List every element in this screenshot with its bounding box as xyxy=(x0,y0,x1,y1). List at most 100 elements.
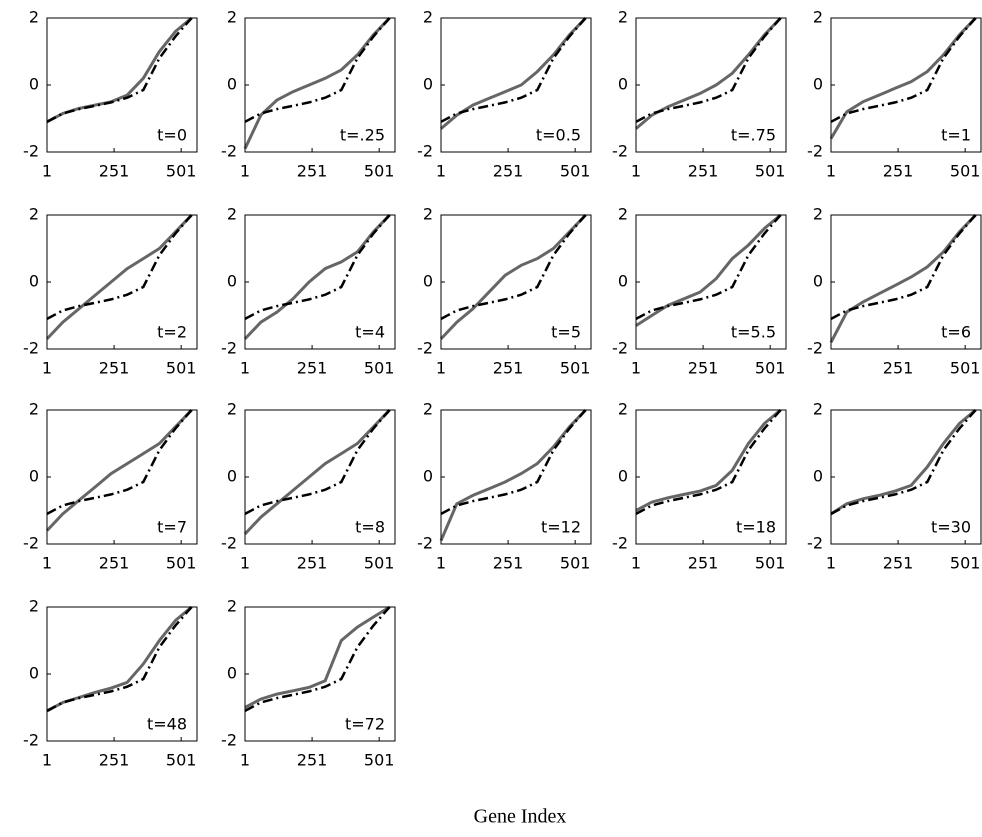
y-tick-label: -2 xyxy=(23,339,39,358)
y-tick-label: 2 xyxy=(29,597,39,616)
plot-frame xyxy=(830,17,982,153)
x-tick-label: 1 xyxy=(436,162,446,181)
y-tick-label: 0 xyxy=(423,75,433,94)
y-tick-label: 2 xyxy=(813,8,823,27)
plot-frame xyxy=(830,214,982,350)
panel-annotation: t=.75 xyxy=(731,126,776,145)
series-line xyxy=(635,214,782,321)
series-line xyxy=(243,213,391,340)
plot-frame xyxy=(440,409,592,545)
x-tick-label: 501 xyxy=(755,554,786,573)
series-line xyxy=(244,214,391,321)
panel-annotation: t=30 xyxy=(931,518,971,537)
panel-annotation: t=1 xyxy=(941,126,971,145)
y-tick-label: 2 xyxy=(29,8,39,27)
panel-annotation: t=18 xyxy=(736,518,776,537)
y-tick-label: 2 xyxy=(227,597,237,616)
plot-frame xyxy=(635,17,787,153)
y-tick-label: 0 xyxy=(29,467,39,486)
x-tick-label: 1 xyxy=(42,554,52,573)
plot-frame xyxy=(244,17,396,153)
y-tick-label: 2 xyxy=(813,205,823,224)
x-tick-label: 1 xyxy=(240,554,250,573)
series-line xyxy=(45,408,193,532)
y-tick-label: -2 xyxy=(221,339,237,358)
y-tick-label: 0 xyxy=(813,467,823,486)
plot-frame xyxy=(635,409,787,545)
x-tick-label: 501 xyxy=(166,359,197,378)
x-tick-label: 501 xyxy=(364,359,395,378)
panel-annotation: t=0 xyxy=(157,126,187,145)
y-tick-label: -2 xyxy=(23,142,39,161)
x-tick-label: 1 xyxy=(240,359,250,378)
y-tick-label: 0 xyxy=(813,75,823,94)
x-tick-label: 501 xyxy=(364,554,395,573)
series-line xyxy=(830,214,977,321)
x-tick-label: 1 xyxy=(631,162,641,181)
x-tick-label: 251 xyxy=(99,554,130,573)
plot-frame xyxy=(830,409,982,545)
plot-frame xyxy=(46,17,198,153)
x-tick-label: 501 xyxy=(166,162,197,181)
series-line xyxy=(635,17,782,123)
x-tick-label: 1 xyxy=(240,162,250,181)
x-tick-label: 1 xyxy=(631,359,641,378)
series-line xyxy=(243,16,391,150)
series-line xyxy=(830,409,977,516)
series-line xyxy=(830,17,977,123)
y-tick-label: -2 xyxy=(417,339,433,358)
plot-frame xyxy=(440,17,592,153)
x-tick-label: 1 xyxy=(436,359,446,378)
y-tick-label: 2 xyxy=(423,400,433,419)
y-tick-label: 2 xyxy=(618,400,628,419)
panel-annotation: t=8 xyxy=(355,518,385,537)
y-tick-label: 0 xyxy=(29,75,39,94)
series-line xyxy=(46,606,193,713)
series-line xyxy=(244,409,391,516)
x-tick-label: 251 xyxy=(297,359,328,378)
y-tick-label: -2 xyxy=(221,142,237,161)
y-tick-label: 2 xyxy=(813,400,823,419)
x-tick-label: 251 xyxy=(297,751,328,770)
plot-frame xyxy=(440,214,592,350)
x-tick-label: 251 xyxy=(688,554,719,573)
series-line xyxy=(440,214,587,321)
y-tick-label: 2 xyxy=(29,205,39,224)
x-axis-label: Gene Index xyxy=(474,806,567,828)
x-tick-label: 1 xyxy=(240,751,250,770)
y-tick-label: 0 xyxy=(618,75,628,94)
x-tick-label: 1 xyxy=(631,554,641,573)
x-tick-label: 1 xyxy=(42,751,52,770)
x-tick-label: 501 xyxy=(950,359,981,378)
y-tick-label: 2 xyxy=(423,8,433,27)
x-tick-label: 251 xyxy=(99,751,130,770)
x-tick-label: 501 xyxy=(950,162,981,181)
panel-annotation: t=2 xyxy=(157,323,187,342)
y-tick-label: 2 xyxy=(227,8,237,27)
panel-annotation: t=4 xyxy=(355,323,385,342)
series-line xyxy=(46,17,193,123)
y-tick-label: 2 xyxy=(227,205,237,224)
y-tick-label: -2 xyxy=(23,731,39,750)
series-line xyxy=(440,409,587,516)
x-tick-label: 501 xyxy=(560,359,591,378)
series-line xyxy=(830,408,977,516)
series-line xyxy=(635,213,782,327)
x-tick-label: 501 xyxy=(166,554,197,573)
x-tick-label: 251 xyxy=(99,359,130,378)
x-tick-label: 501 xyxy=(950,554,981,573)
panel-annotation: t=0.5 xyxy=(536,126,581,145)
series-line xyxy=(439,408,587,542)
x-tick-label: 501 xyxy=(364,162,395,181)
series-line xyxy=(46,409,193,516)
panel-annotation: t=48 xyxy=(147,715,187,734)
x-tick-label: 251 xyxy=(688,162,719,181)
y-tick-label: 0 xyxy=(29,664,39,683)
y-tick-label: -2 xyxy=(612,142,628,161)
y-tick-label: 0 xyxy=(227,272,237,291)
y-tick-label: 0 xyxy=(227,75,237,94)
x-tick-label: 251 xyxy=(883,554,914,573)
series-line xyxy=(244,606,391,713)
y-tick-label: -2 xyxy=(612,534,628,553)
